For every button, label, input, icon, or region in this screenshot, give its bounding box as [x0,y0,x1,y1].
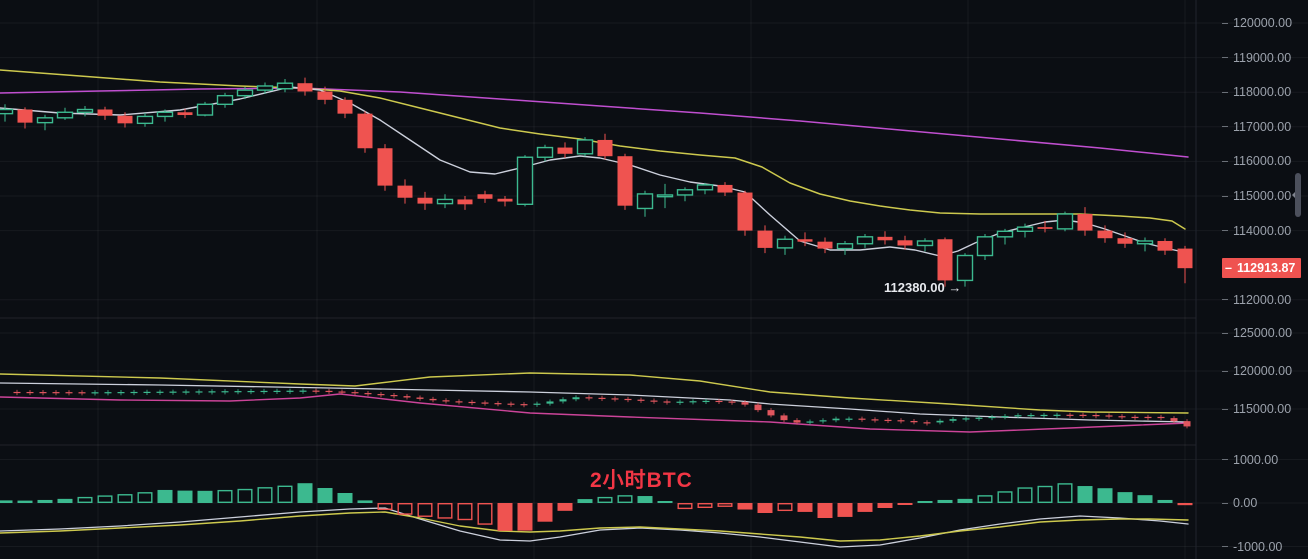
main-panel [0,69,1193,287]
axis-tick-label: 115000.00 [1233,402,1292,416]
axis-tick-dash [1222,91,1228,93]
axis-tick-dash [1222,57,1228,59]
scrollbar-thumb[interactable] [1292,173,1301,217]
axis-tick: -1000.00 [1190,539,1282,555]
axis-tick: 115000.00 [1190,401,1291,417]
axis-tick-label: 117000.00 [1233,119,1292,134]
middle-panel [0,372,1191,433]
axis-tick-dash [1222,126,1228,128]
bottom-panel [0,483,1193,548]
axis-tick: 115000.00 [1190,188,1291,204]
axis-scrollbar [1292,0,1308,559]
axis-tick-dash [1222,459,1228,460]
axis-tick-label: 112000.00 [1233,292,1292,307]
axis-tick-label: 120000.00 [1233,364,1293,378]
low-price-annotation: 112380.00 → [884,279,962,295]
last-price-value: 112913.87 [1236,261,1296,276]
axis-tick-label: 114000.00 [1233,223,1292,238]
axis-tick-dash [1222,230,1228,232]
axis-tick: 120000.00 [1190,15,1292,31]
axis-tick: 125000.00 [1190,325,1292,341]
axis-tick-label: 116000.00 [1233,154,1292,169]
axis-tick-dash [1222,22,1228,24]
axis-tick: 114000.00 [1190,223,1291,239]
timeframe-symbol-label: 2小时BTC [590,469,693,492]
axis-tick: 1000.00 [1190,452,1278,468]
axis-tick-label: 120000.00 [1233,16,1293,30]
axis-tick: 120000.00 [1190,363,1292,379]
axis-tick-dash [1222,502,1228,504]
axis-tick-dash [1222,299,1228,301]
tag-tick-dash: – [1225,261,1232,276]
axis-tick: 118000.00 [1190,84,1291,100]
price-axis[interactable]: – 112913.87 120000.00 119000.00 118000.00 1… [1190,0,1308,559]
axis-tick-label: -1000.00 [1233,539,1283,554]
last-price-tag: – 112913.87 [1222,258,1301,279]
axis-tick-label: 0.00 [1233,496,1258,510]
axis-tick: 117000.00 [1190,119,1291,135]
axis-tick-dash [1222,160,1228,162]
axis-tick-dash [1222,370,1228,372]
axis-tick: 0.00 [1190,495,1257,511]
axis-tick-dash [1222,195,1228,197]
axis-tick: 116000.00 [1190,153,1291,169]
axis-tick-label: 125000.00 [1233,326,1293,340]
axis-tick-label: 118000.00 [1233,85,1292,100]
axis-tick-dash [1222,546,1228,547]
axis-tick: 119000.00 [1190,50,1291,66]
axis-tick-dash [1222,408,1228,410]
axis-tick-dash [1222,332,1228,334]
axis-tick-label: 1000.00 [1233,452,1279,467]
axis-tick: 112000.00 [1190,292,1291,308]
axis-tick-label: 115000.00 [1233,189,1292,203]
axis-tick-label: 119000.00 [1233,50,1292,65]
